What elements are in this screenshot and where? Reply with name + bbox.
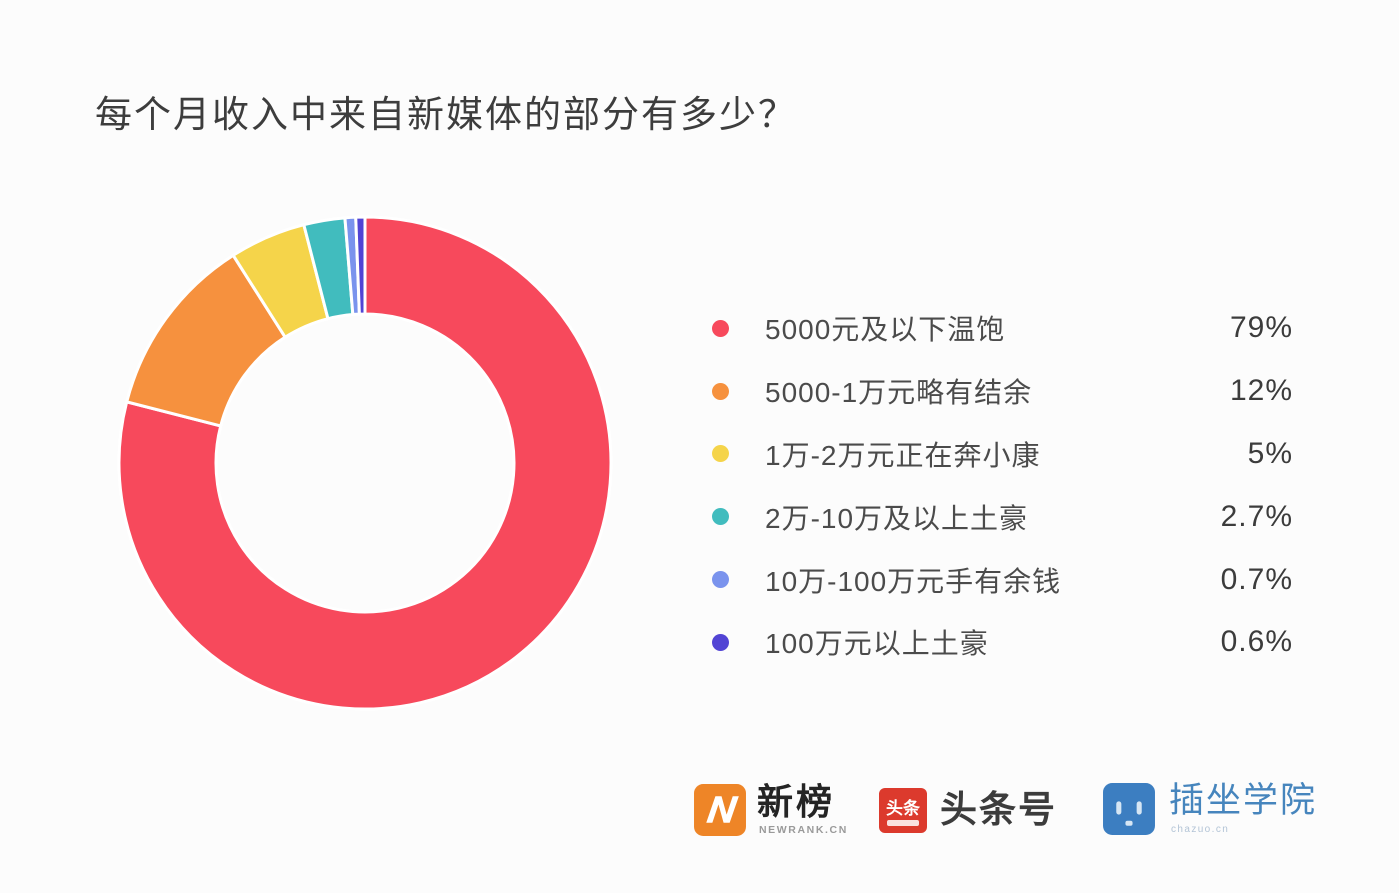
toutiao-icon-text: 头条 <box>886 798 921 818</box>
legend-item: 5000元及以下温饱 79% <box>712 297 1293 360</box>
newrank-logo-icon <box>694 784 746 836</box>
chazuo-brand-url: chazuo.cn <box>1171 824 1230 835</box>
legend-item: 10万-100万元手有余钱 0.7% <box>712 548 1293 611</box>
legend-label: 1万-2万元正在奔小康 <box>765 439 1041 471</box>
footer-brand-bar: 新榜 NEWRANK.CN 头条 头条号 插坐学院 chazuo.cn <box>0 778 1399 848</box>
newrank-brand: 新榜 NEWRANK.CN <box>693 783 848 837</box>
legend-color-dot <box>712 508 729 526</box>
donut-slice <box>117 215 613 711</box>
chazuo-brand: 插坐学院 chazuo.cn <box>1102 782 1317 836</box>
legend-value: 12% <box>1229 374 1293 408</box>
newrank-brand-name: 新榜 <box>757 781 836 822</box>
legend-value: 2.7% <box>1220 499 1293 533</box>
legend-item: 100万元以上土豪 0.6% <box>712 611 1293 674</box>
legend-value: 79% <box>1229 311 1293 345</box>
legend-item: 5000-1万元略有结余 12% <box>712 360 1293 423</box>
legend-value: 5% <box>1247 436 1293 470</box>
donut-chart <box>117 215 613 711</box>
legend-value: 0.7% <box>1220 562 1293 596</box>
legend-item: 1万-2万元正在奔小康 5% <box>712 423 1293 486</box>
legend-label: 2万-10万及以上土豪 <box>765 502 1029 534</box>
toutiao-brand-name: 头条号 <box>940 789 1057 830</box>
legend-color-dot <box>712 571 729 589</box>
page-title: 每个月收入中来自新媒体的部分有多少？ <box>95 94 797 135</box>
legend-label: 5000-1万元略有结余 <box>765 377 1033 409</box>
legend-label: 5000元及以下温饱 <box>765 314 1006 346</box>
chazuo-brand-name: 插坐学院 <box>1169 781 1318 820</box>
chazuo-logo-icon <box>1103 783 1155 835</box>
toutiao-brand: 头条 头条号 <box>878 787 1057 834</box>
legend-color-dot <box>712 445 729 463</box>
toutiao-logo-icon: 头条 <box>879 788 927 833</box>
legend-label: 10万-100万元手有余钱 <box>765 565 1062 597</box>
donut-slice <box>354 215 367 316</box>
legend-item: 2万-10万及以上土豪 2.7% <box>712 485 1293 548</box>
legend-label: 100万元以上土豪 <box>765 628 989 660</box>
legend-color-dot <box>712 633 729 651</box>
newrank-brand-url: NEWRANK.CN <box>759 824 848 836</box>
chart-legend: 5000元及以下温饱 79% 5000-1万元略有结余 12% 1万-2万元正在… <box>712 297 1293 674</box>
legend-color-dot <box>712 382 729 400</box>
legend-value: 0.6% <box>1220 625 1293 659</box>
legend-color-dot <box>712 319 729 337</box>
